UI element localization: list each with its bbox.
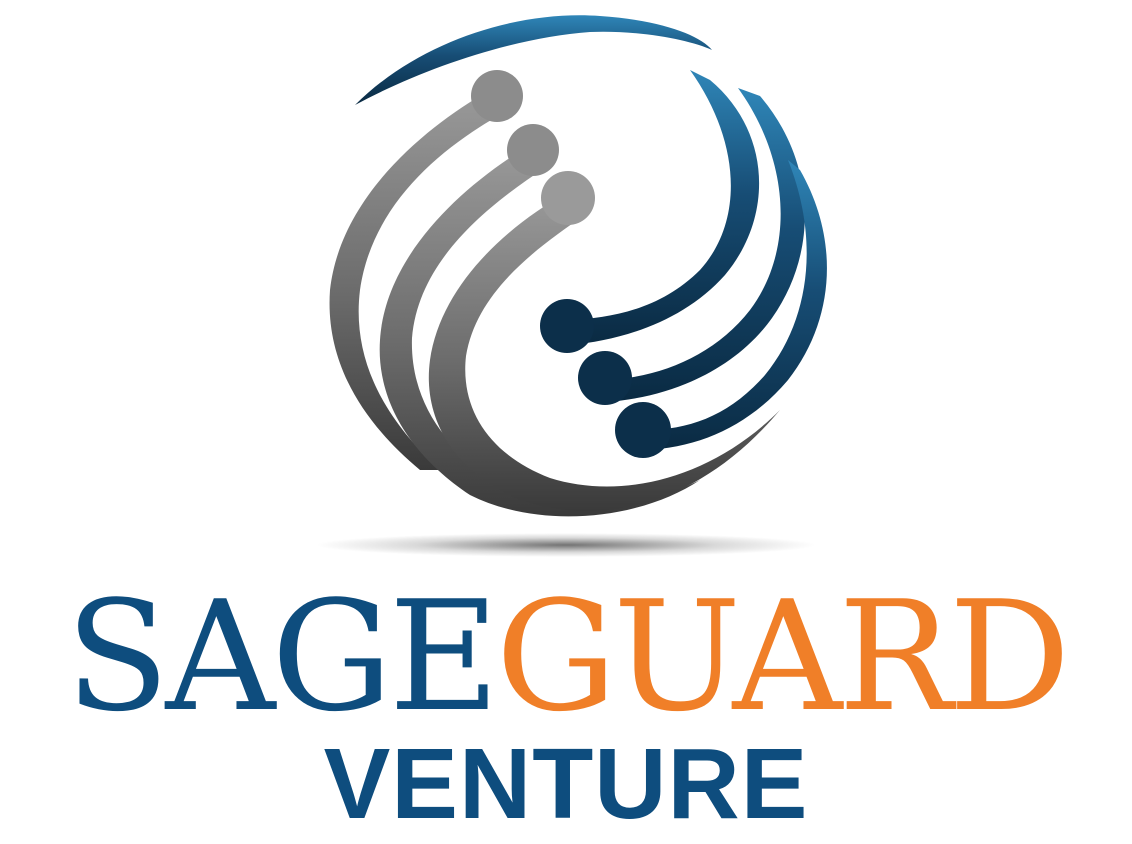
- globe-swirl-icon: [316, 15, 827, 557]
- blue-node-1: [540, 299, 594, 353]
- blue-strand-3: [645, 160, 827, 450]
- blue-strand-1: [570, 70, 760, 345]
- emblem-shadow: [316, 533, 816, 557]
- brand-wordmark: SAGEGUARD: [0, 581, 1132, 733]
- blue-node-2: [578, 351, 632, 405]
- blue-node-3: [615, 402, 671, 458]
- blue-strand-2: [605, 88, 805, 402]
- gray-node-3: [541, 171, 595, 225]
- gray-node-1: [471, 70, 523, 122]
- gray-node-2: [507, 124, 559, 176]
- brand-word-guard: GUARD: [495, 568, 1071, 745]
- brand-tagline: VENTURE: [323, 728, 809, 840]
- gray-strand-1: [329, 90, 505, 470]
- brand-word-sage: SAGE: [65, 568, 499, 745]
- outer-arc-top: [355, 15, 712, 105]
